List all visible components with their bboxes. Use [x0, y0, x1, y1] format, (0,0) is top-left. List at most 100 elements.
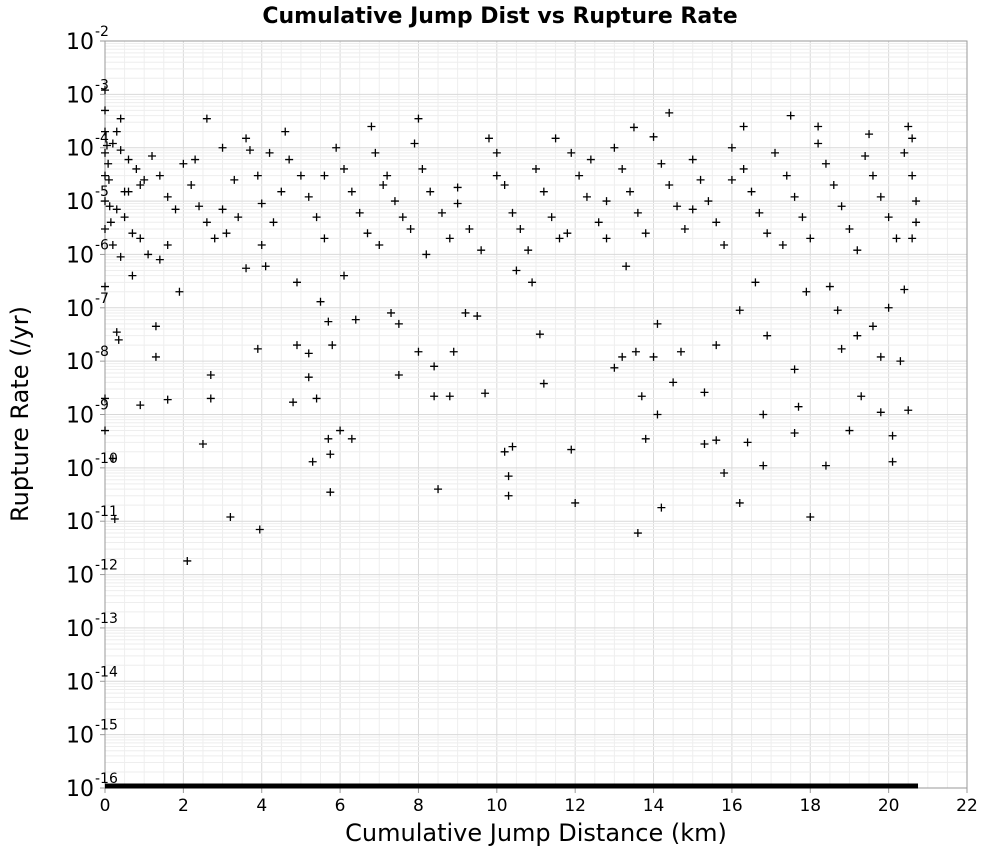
data-point — [445, 392, 454, 401]
data-point — [633, 529, 642, 538]
data-point — [571, 498, 580, 507]
data-point — [657, 503, 666, 512]
data-point — [876, 352, 885, 361]
data-point — [218, 143, 227, 152]
data-point — [555, 234, 564, 243]
data-point — [261, 262, 270, 271]
data-point — [163, 192, 172, 201]
data-point — [410, 139, 419, 148]
data-point — [837, 202, 846, 211]
x-tick-label: 6 — [335, 796, 346, 816]
data-point — [814, 122, 823, 131]
data-point — [116, 114, 125, 123]
data-point — [876, 408, 885, 417]
data-point — [794, 402, 803, 411]
data-point — [202, 114, 211, 123]
data-point — [387, 308, 396, 317]
data-point — [853, 246, 862, 255]
data-point — [414, 114, 423, 123]
y-tick-label: 10-16 — [66, 771, 118, 802]
x-tick-label: 10 — [486, 796, 508, 816]
data-point — [845, 224, 854, 233]
data-point — [465, 224, 474, 233]
data-point — [394, 370, 403, 379]
x-tick-label: 20 — [878, 796, 900, 816]
data-point — [449, 347, 458, 356]
data-point — [155, 171, 164, 180]
data-point — [790, 192, 799, 201]
y-tick-label: 10-2 — [66, 24, 109, 55]
data-point — [379, 181, 388, 190]
data-point — [110, 515, 119, 524]
y-tick-label: 10-6 — [66, 237, 109, 268]
data-point — [206, 370, 215, 379]
data-point — [833, 306, 842, 315]
data-point — [269, 218, 278, 227]
data-point — [175, 287, 184, 296]
y-tick-label: 10-8 — [66, 344, 109, 375]
data-point — [586, 155, 595, 164]
data-point — [500, 447, 509, 456]
data-point — [453, 183, 462, 192]
data-point — [108, 139, 117, 148]
data-point — [414, 347, 423, 356]
data-point — [210, 234, 219, 243]
data-point — [304, 192, 313, 201]
data-point — [265, 148, 274, 157]
data-point — [363, 229, 372, 238]
data-point — [163, 241, 172, 250]
data-point — [739, 122, 748, 131]
data-point — [171, 205, 180, 214]
data-point — [610, 143, 619, 152]
data-point — [230, 175, 239, 184]
data-point — [641, 434, 650, 443]
data-point — [124, 155, 133, 164]
data-point — [355, 208, 364, 217]
data-point — [575, 171, 584, 180]
data-point — [206, 394, 215, 403]
data-point — [582, 192, 591, 201]
data-point — [422, 250, 431, 259]
data-point — [144, 250, 153, 259]
data-point — [802, 287, 811, 296]
data-point — [367, 122, 376, 131]
data-point — [453, 199, 462, 208]
data-point — [102, 141, 111, 150]
data-point — [285, 155, 294, 164]
data-point — [888, 431, 897, 440]
data-point — [853, 331, 862, 340]
data-point — [680, 224, 689, 233]
data-point — [657, 159, 666, 168]
data-point — [101, 106, 109, 115]
data-point — [340, 164, 349, 173]
data-point — [347, 187, 356, 196]
data-point — [535, 330, 544, 339]
data-point — [477, 246, 486, 255]
data-point — [101, 127, 109, 136]
data-point — [426, 187, 435, 196]
data-point — [383, 171, 392, 180]
data-point — [528, 278, 537, 287]
data-point — [563, 229, 572, 238]
data-point — [351, 315, 360, 324]
data-point — [763, 331, 772, 340]
data-point — [481, 389, 490, 398]
data-point — [727, 143, 736, 152]
y-tick-label: 10-11 — [66, 504, 118, 535]
data-point — [759, 410, 768, 419]
data-point — [155, 255, 164, 264]
data-point — [398, 213, 407, 222]
data-point — [602, 234, 611, 243]
data-point — [669, 378, 678, 387]
data-point — [434, 485, 443, 494]
data-point — [120, 213, 129, 222]
data-point — [508, 208, 517, 217]
data-point — [771, 148, 780, 157]
data-point — [289, 398, 298, 407]
data-point — [665, 181, 674, 190]
data-point — [884, 213, 893, 222]
x-tick-label: 4 — [256, 796, 267, 816]
data-point — [304, 349, 313, 358]
data-point — [720, 241, 729, 250]
